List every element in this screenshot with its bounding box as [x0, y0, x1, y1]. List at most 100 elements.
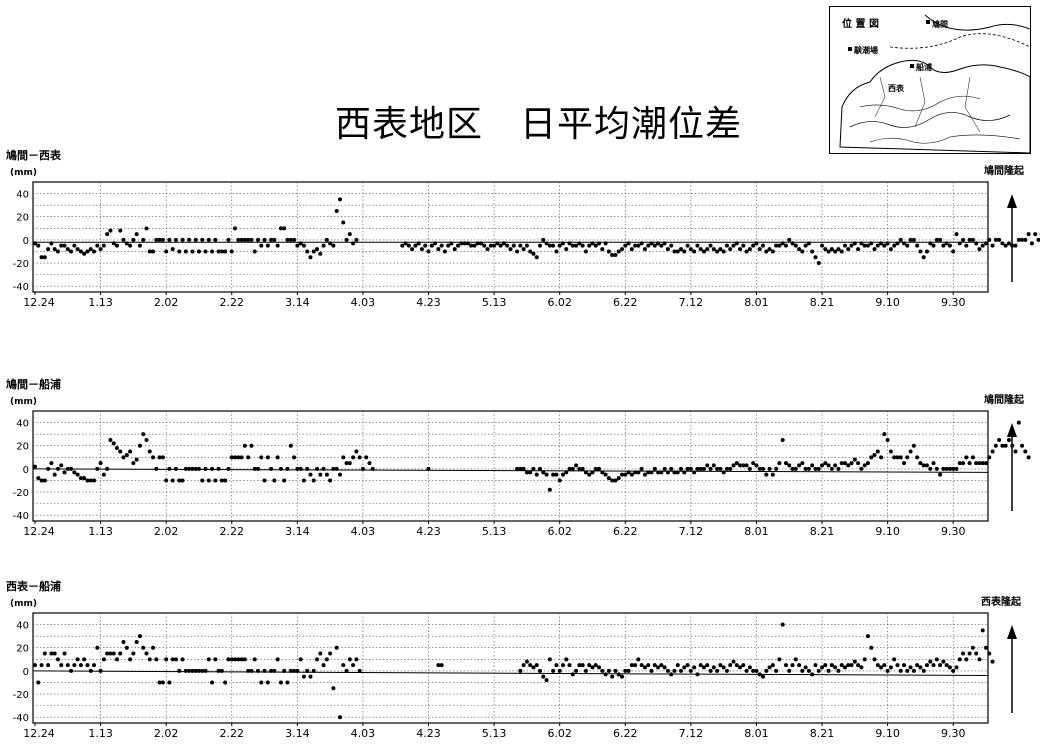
data-point — [551, 472, 556, 477]
data-point — [951, 668, 956, 673]
data-point — [770, 663, 775, 668]
data-point — [777, 461, 782, 466]
data-point — [92, 663, 97, 668]
data-point — [233, 226, 238, 231]
data-point — [121, 455, 126, 460]
data-point — [141, 645, 146, 650]
data-point — [233, 657, 238, 662]
data-point — [157, 237, 162, 242]
data-point — [492, 243, 497, 248]
data-point — [475, 241, 480, 246]
data-point — [577, 466, 582, 471]
data-point — [1013, 243, 1018, 248]
data-point — [613, 668, 618, 673]
data-point — [783, 663, 788, 668]
map-label-tide-station: 験潮場 — [854, 46, 878, 55]
data-point — [964, 657, 969, 662]
data-point — [797, 463, 802, 468]
data-point — [55, 249, 60, 254]
data-point — [567, 241, 572, 246]
data-point — [105, 232, 110, 237]
data-point — [134, 457, 139, 462]
data-point — [616, 249, 621, 254]
data-point — [892, 657, 897, 662]
data-point — [964, 243, 969, 248]
data-point — [603, 672, 608, 677]
data-point — [587, 472, 592, 477]
data-point — [970, 237, 975, 242]
x-tick-label: 1.13 — [88, 727, 113, 740]
data-point — [980, 628, 985, 633]
data-point — [790, 241, 795, 246]
map-label-iriomote: 西表 — [888, 84, 904, 93]
data-point — [774, 243, 779, 248]
data-point — [987, 237, 992, 242]
data-point — [157, 680, 162, 685]
data-point — [862, 243, 867, 248]
data-point — [757, 247, 762, 252]
data-point — [108, 228, 113, 233]
data-point — [905, 455, 910, 460]
data-point — [137, 243, 142, 248]
data-point — [947, 665, 952, 670]
data-point — [262, 478, 267, 483]
data-point — [347, 657, 352, 662]
data-point — [846, 663, 851, 668]
data-point — [259, 680, 264, 685]
data-point — [144, 226, 149, 231]
data-point — [538, 243, 543, 248]
data-point — [787, 463, 792, 468]
data-point — [662, 241, 667, 246]
data-point — [636, 243, 641, 248]
data-point — [688, 668, 693, 673]
data-point — [128, 243, 133, 248]
data-point — [216, 668, 221, 673]
data-point — [69, 249, 74, 254]
data-point — [285, 466, 290, 471]
data-point — [118, 228, 123, 233]
data-point — [560, 663, 565, 668]
data-point — [665, 668, 670, 673]
data-point — [924, 663, 929, 668]
y-tick-label: 20 — [16, 442, 29, 453]
data-point — [665, 470, 670, 475]
data-point — [436, 663, 441, 668]
data-point — [984, 645, 988, 650]
data-point — [147, 249, 152, 254]
data-point — [682, 470, 687, 475]
data-point — [541, 674, 546, 679]
data-point — [744, 249, 749, 254]
data-point — [967, 651, 972, 656]
data-point — [252, 657, 257, 662]
data-point — [246, 455, 251, 460]
data-point — [174, 657, 179, 662]
data-point — [472, 243, 477, 248]
data-point — [741, 463, 746, 468]
data-point — [954, 665, 959, 670]
data-point — [236, 455, 241, 460]
data-point — [236, 237, 241, 242]
data-point — [688, 247, 693, 252]
data-point — [36, 243, 41, 248]
data-point — [787, 237, 792, 242]
data-point — [633, 663, 638, 668]
data-point — [1033, 232, 1038, 237]
data-point — [36, 680, 41, 685]
data-point — [961, 237, 966, 242]
data-point — [400, 243, 405, 248]
data-point — [534, 663, 539, 668]
data-point — [649, 241, 654, 246]
data-point — [833, 249, 838, 254]
data-point — [731, 463, 736, 468]
data-point — [695, 243, 700, 248]
data-point — [967, 461, 972, 466]
data-point — [567, 663, 572, 668]
data-point — [721, 665, 726, 670]
data-point — [482, 243, 487, 248]
data-point — [836, 668, 841, 673]
data-point — [544, 241, 549, 246]
data-point — [508, 247, 513, 252]
data-point — [174, 466, 179, 471]
data-point — [669, 672, 674, 677]
data-point — [78, 663, 83, 668]
